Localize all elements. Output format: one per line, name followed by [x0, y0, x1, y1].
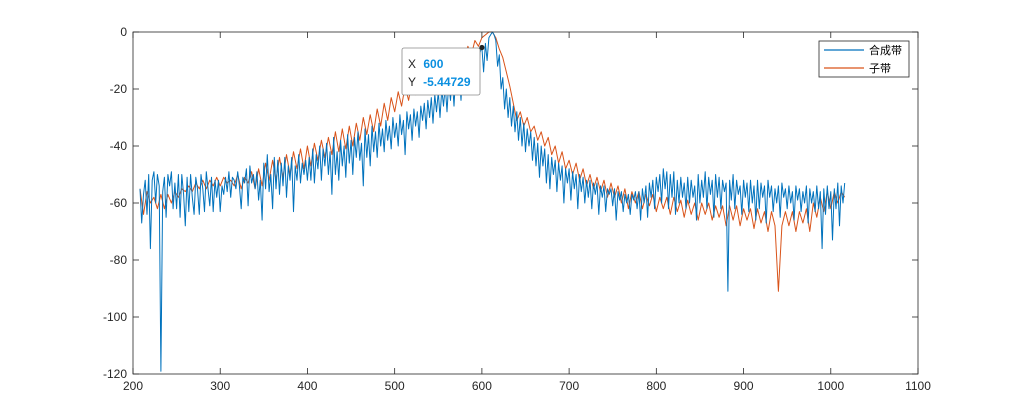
- legend-label-series-1: 合成带: [869, 43, 902, 57]
- y-tick-label: 0: [120, 25, 127, 39]
- y-tick-label: -20: [110, 82, 128, 96]
- datatip-y-value: -5.44729: [423, 75, 471, 89]
- x-tick-label: 200: [123, 379, 143, 393]
- legend[interactable]: 合成带 子带: [818, 40, 910, 78]
- x-tick-label: 700: [559, 379, 579, 393]
- y-tick-label: -100: [103, 310, 127, 324]
- datatip-box: [401, 47, 481, 96]
- datatip-marker[interactable]: [479, 44, 485, 51]
- legend-box: [818, 40, 910, 78]
- datatip-x-prefix: X: [408, 57, 416, 71]
- datatip-y-row: Y -5.44729: [408, 75, 471, 89]
- y-tick-label: -60: [110, 196, 128, 210]
- x-tick-label: 400: [297, 379, 317, 393]
- y-tick-label: -40: [110, 139, 128, 153]
- axes-layer: 200 300 400 500 600 700 800 900 1000 1100 0 -20 -40 -…: [103, 25, 931, 393]
- x-tick-label: 1100: [905, 379, 931, 393]
- datatip-x-row: X 600: [408, 57, 444, 71]
- x-tick-label: 1000: [817, 379, 844, 393]
- legend-label-series-2: 子带: [869, 62, 891, 75]
- x-tick-label: 300: [210, 379, 230, 393]
- y-tick-label: -120: [103, 367, 127, 381]
- y-tick-label: -80: [110, 253, 128, 267]
- x-tick-label: 800: [646, 379, 666, 393]
- x-tick-label: 500: [385, 379, 405, 393]
- x-tick-label: 600: [472, 379, 492, 393]
- datatip-y-prefix: Y: [408, 75, 416, 89]
- datatip-x-value: 600: [423, 57, 443, 71]
- x-tick-label: 900: [734, 379, 754, 393]
- datatip[interactable]: X 600 Y -5.44729: [401, 44, 485, 96]
